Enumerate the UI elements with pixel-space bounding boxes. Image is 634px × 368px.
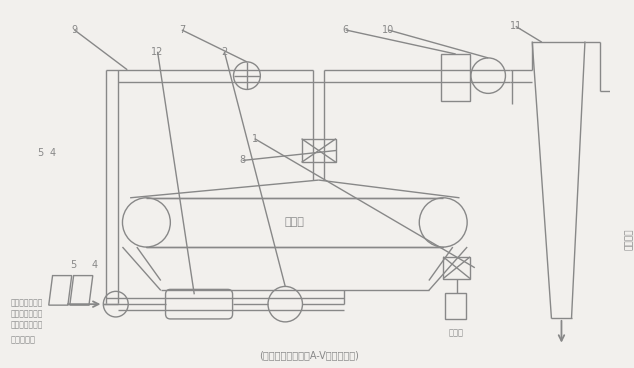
Bar — [302, 139, 336, 162]
Bar — [441, 54, 470, 101]
Text: 5: 5 — [70, 260, 77, 270]
Text: 烟气流量检测仪: 烟气流量检测仪 — [10, 309, 43, 319]
Polygon shape — [49, 276, 72, 305]
Polygon shape — [70, 276, 93, 305]
Text: 12: 12 — [152, 47, 164, 57]
Text: 收尘机: 收尘机 — [448, 329, 463, 338]
Bar — [443, 257, 470, 279]
Text: 2: 2 — [221, 47, 228, 57]
Text: 5: 5 — [37, 148, 44, 158]
Bar — [146, 198, 443, 247]
Bar — [445, 293, 466, 319]
Text: 11: 11 — [510, 21, 522, 31]
Text: 6: 6 — [343, 25, 349, 35]
Circle shape — [471, 58, 505, 93]
Text: (烧结机中循环烟气A-V副产品单位): (烧结机中循环烟气A-V副产品单位) — [259, 350, 359, 360]
FancyBboxPatch shape — [165, 289, 233, 319]
Text: 7: 7 — [179, 25, 185, 35]
Text: 4: 4 — [92, 260, 98, 270]
Circle shape — [103, 291, 128, 317]
Text: 9: 9 — [72, 25, 77, 35]
Circle shape — [122, 198, 171, 247]
Circle shape — [419, 198, 467, 247]
Circle shape — [268, 286, 302, 322]
Text: 输送机: 输送机 — [285, 217, 305, 227]
Text: 循环烟气房: 循环烟气房 — [10, 335, 36, 344]
Text: 10: 10 — [382, 25, 394, 35]
Text: 1: 1 — [252, 134, 258, 144]
Text: 合无组分检测仪: 合无组分检测仪 — [10, 320, 43, 329]
Circle shape — [233, 62, 261, 89]
Text: 烟气成分检测仪: 烟气成分检测仪 — [10, 299, 43, 308]
Text: 4: 4 — [49, 148, 56, 158]
Text: 烧结机头: 烧结机头 — [625, 229, 634, 250]
Text: 8: 8 — [240, 155, 245, 166]
